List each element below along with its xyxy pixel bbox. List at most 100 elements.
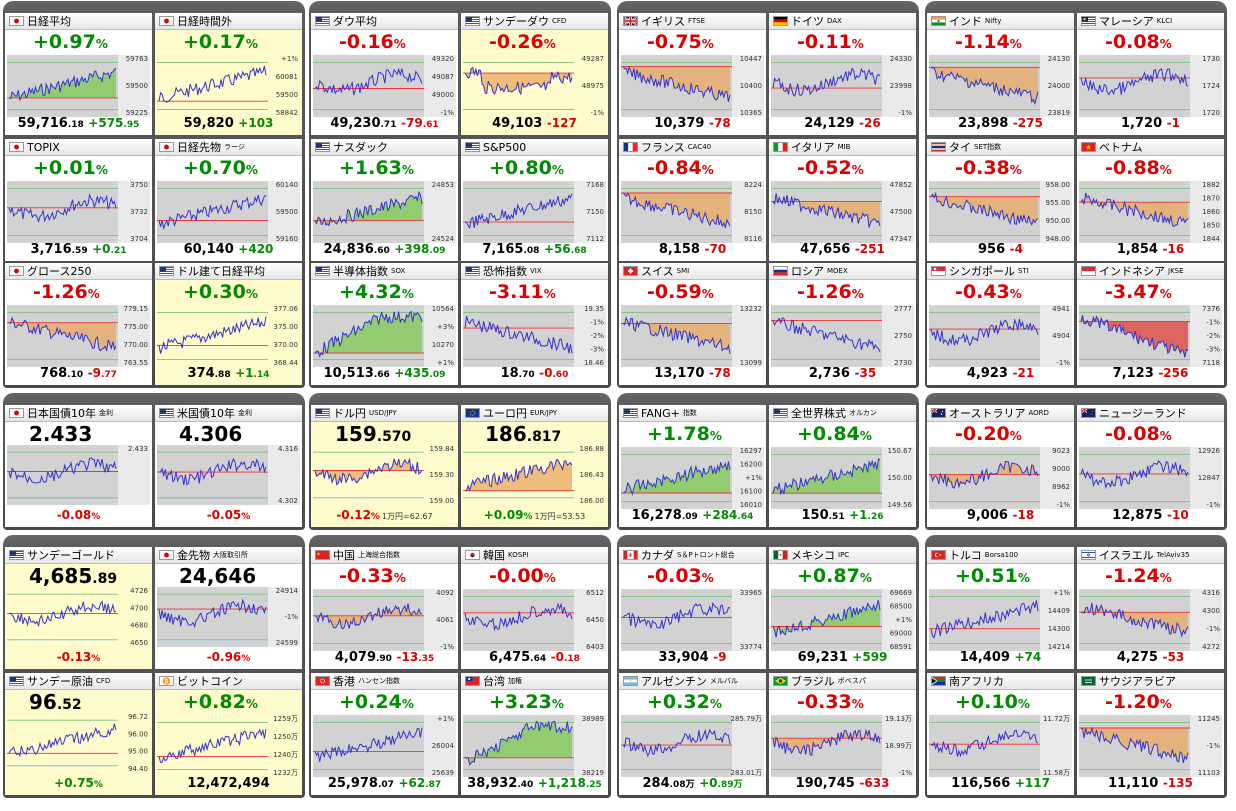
market-card[interactable]: 日経時間外 +0.17% +1% 60081 59500 58842 59,820 +1… [155,13,302,135]
market-card[interactable]: カナダ S＆Pトロント総合 -0.03% 33965 33774 33,904 -9 [619,547,766,669]
market-card[interactable]: トルコ Borsa100 +0.51% +1% 14409 14300 14214 14,… [927,547,1074,669]
market-card[interactable]: スイス SMI -0.59% 13232 13099 13,170 -78 [619,263,766,385]
diff-int: -9 [87,366,101,380]
diff-dec: .60 [552,370,569,380]
diff-int: -1 [1166,116,1180,130]
diff-int: -256 [1158,366,1189,380]
price-chart: 59763 59500 59225 [7,55,150,117]
diff-int: -135 [1162,776,1193,790]
diff-dec: .89万 [717,780,743,790]
market-card[interactable]: メキシコ IPC +0.87% 69669 68500 +1% 69000 68591 69… [769,547,916,669]
diff-int: +575 [88,116,124,130]
market-code: STI [1018,267,1029,275]
price-chart: +1% 26004 25639 [313,715,456,777]
percent-value: -0.26 [489,31,544,53]
axis-label: +1% [281,55,298,63]
market-card[interactable]: ₿ ビットコイン +0.82% 1259万 1250万 1240万 1232万 12,47… [155,673,302,795]
market-card[interactable]: 台湾 加権 +3.23% 38989 38219 38,932.40 +1,218.2… [461,673,608,795]
price-row: 4,275 -53 [1077,650,1224,667]
market-card[interactable]: タイ SET指数 -0.38% 958.00 955.00 950.00 948.00 9… [927,139,1074,261]
market-card[interactable]: 米国債10年 金利 4.306 4.316 4.302 -0.05% [155,405,302,527]
axis-label: 186.43 [580,471,605,479]
percent-value: +0.24 [339,691,402,713]
market-card[interactable]: ロシア MOEX -1.26% 2777 2750 2730 2,736 -35 [769,263,916,385]
axis-label: 59763 [126,55,148,63]
flag-icon [315,408,330,418]
market-card[interactable]: イギリス FTSE -0.75% 10447 10400 10365 10,379 -7… [619,13,766,135]
axis-label: 24914 [276,587,299,595]
market-card[interactable]: 香港 ハンセン指数 +0.24% +1% 26004 25639 25,978.07 +… [311,673,458,795]
price-diff: +0.89万 [699,776,742,790]
market-card[interactable]: サウジアラビア -1.20% 11245 -1% 11103 11,110 -135 [1077,673,1224,795]
market-card[interactable]: アルゼンチン メルバル +0.32% 285.79万 283.01万 284.08万 … [619,673,766,795]
market-card[interactable]: ベトナム -0.88% 1882 1870 1860 1850 1844 1,854 -1… [1077,139,1224,261]
percent-sign: % [851,163,864,177]
market-card[interactable]: オーストラリア AORD -0.20% 9023 9000 8962 -1% 9,006 … [927,405,1074,527]
axis-label: 18.46 [584,359,605,367]
market-name: 中国 [333,549,355,562]
price-chart: 11245 -1% 11103 [1079,715,1222,777]
price-chart: 4726 4700 4680 4650 [7,587,150,647]
price-chart: 150.67 150.00 149.56 [771,447,914,509]
axis-label: 11245 [1198,715,1220,723]
market-card[interactable]: ブラジル ボベスパ -0.33% 19.13万 18.99万 -1% 190,745 -… [769,673,916,795]
percent-sign: % [701,37,714,51]
price-diff: -16 [1162,242,1184,256]
market-card[interactable]: 中国 上海総合指数 -0.33% 4092 4061 -1% 4,079.90 -13.… [311,547,458,669]
price-chart: 19.35 -1% -2% -3% 18.46 [463,305,606,367]
market-card[interactable]: サンデー原油 CFD 96.52 96.72 96.00 95.00 94.40 +0.7… [5,673,152,795]
market-card[interactable]: ドイツ DAX -0.11% 24330 23998 -1% 24,129 -26 [769,13,916,135]
axis-label: 186.88 [580,445,605,453]
price-diff: -256 [1158,366,1188,380]
card-header: ドル建て日経平均 [155,263,302,280]
market-card[interactable]: 恐怖指数 VIX -3.11% 19.35 -1% -2% -3% 18.46 18.70 … [461,263,608,385]
price-chart: 285.79万 283.01万 [621,715,764,777]
market-card[interactable]: 韓国 KOSPI -0.00% 6512 6450 6403 6,475.64 -0.1… [461,547,608,669]
price-diff: +74 [1014,650,1041,664]
market-card[interactable]: 日本国債10年 金利 2.433 2.433 -0.08% [5,405,152,527]
market-card[interactable]: ダウ平均 -0.16% 49320 49087 49000 -1% 49,230.71 … [311,13,458,135]
market-card[interactable]: FANG+ 指数 +1.78% 16297 16200 +1% 16100 16010 16… [619,405,766,527]
change-percent: -1.14% [955,30,1022,56]
market-card[interactable]: シンガポール STI -0.43% 4941 4904 -1% 4,923 -21 [927,263,1074,385]
price-row: 956 -4 [927,242,1074,259]
market-card[interactable]: イタリア MIB -0.52% 47852 47500 47347 47,656 -25… [769,139,916,261]
market-name: ドル円 [333,407,366,420]
market-card[interactable]: フランス CAC40 -0.84% 8224 8150 8116 8,158 -70 [619,139,766,261]
axis-label: 10564 [432,305,455,313]
chart-area: 12926 12847 -1% [1079,447,1222,513]
price-diff: +284.64 [702,508,753,522]
axis-label: 1259万 [273,715,298,723]
market-card[interactable]: ユーロ円 EUR/JPY 186.817 186.88 186.43 186.00 +0… [461,405,608,527]
market-name: アルゼンチン [641,675,707,688]
market-card[interactable]: イスラエル TelAviv35 -1.24% 4316 4300 -1% 4272 4,2… [1077,547,1224,669]
price-dec: .70 [518,370,535,380]
market-card[interactable]: サンデーダウ CFD -0.26% 49287 48975 -1% 49,103 -12… [461,13,608,135]
market-card[interactable]: インドネシア JKSE -3.47% 7376 -1% -2% -3% 7118 7,123… [1077,263,1224,385]
market-card[interactable]: ドル建て日経平均 +0.30% 377.06 375.00 370.00 368.44 … [155,263,302,385]
market-card[interactable]: インド Nifty -1.14% 24130 24000 23819 23,898 -2… [927,13,1074,135]
market-card[interactable]: 日経平均 +0.97% 59763 59500 59225 59,716.18 +57… [5,13,152,135]
percent-value: -1.24 [1105,565,1160,587]
market-card[interactable]: 日経先物 ラージ +0.70% 60140 59500 59160 60,140 +42… [155,139,302,261]
market-card[interactable]: S&P500 +0.80% 7168 7150 7112 7,165.08 +56.6… [461,139,608,261]
price-chart: 38989 38219 [463,715,606,777]
market-card[interactable]: 南アフリカ +0.10% 11.72万 11.58万 116,566 +117 [927,673,1074,795]
market-card[interactable]: ナスダック +1.63% 24853 24524 24,836.60 +398.09 [311,139,458,261]
change-percent: -0.75% [647,30,714,56]
market-card[interactable]: 半導体指数 SOX +4.32% 10564 +3% 10270 +1% 10,513.6… [311,263,458,385]
market-card[interactable]: サンデーゴールド 4,685.89 4726 4700 4680 4650 -0.13% [5,547,152,669]
flag-icon [159,142,174,152]
market-name: 恐怖指数 [483,265,527,278]
market-card[interactable]: 全世界株式 オルカン +0.84% 150.67 150.00 149.56 150.5… [769,405,916,527]
market-card[interactable]: ニュージーランド -0.08% 12926 12847 -1% 12,875 -10 [1077,405,1224,527]
flag-icon [623,408,638,418]
price-diff: +0.21 [92,242,126,256]
market-card[interactable]: グロース250 -1.26% 779.15 775.00 770.00 763.55 7… [5,263,152,385]
market-card[interactable]: マレーシア KLCI -0.08% 1730 1724 1720 1,720 -1 [1077,13,1224,135]
market-card[interactable]: ドル円 USD/JPY 159.570 159.84 159.30 159.00 -0.… [311,405,458,527]
market-card[interactable]: TOPIX +0.01% 3750 3732 3704 3,716.59 +0.21 [5,139,152,261]
market-name: TOPIX [27,140,60,154]
chart-area: 33965 33774 [621,589,764,655]
market-card[interactable]: 金先物 大阪取引所 24,646 24914 -1% 24599 -0.96% [155,547,302,669]
